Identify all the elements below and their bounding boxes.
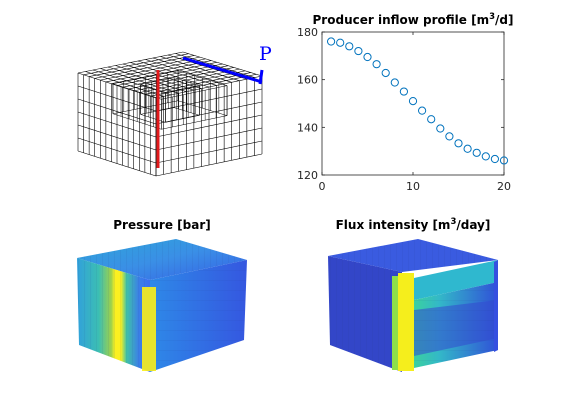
grid-line bbox=[182, 51, 263, 77]
y-tick-label: 120 bbox=[297, 169, 318, 182]
grid-line bbox=[144, 72, 251, 95]
y-tick-label: 140 bbox=[297, 121, 318, 134]
grid-line bbox=[155, 114, 263, 138]
grid-line bbox=[152, 57, 232, 83]
x-tick-label: 10 bbox=[406, 180, 420, 193]
flux-left-face-grid bbox=[328, 256, 402, 372]
grid-panel: P bbox=[77, 43, 272, 177]
inflow-point bbox=[481, 152, 490, 161]
inflow-point bbox=[445, 132, 454, 141]
producer-well bbox=[182, 56, 263, 84]
inflow-chart-panel: Producer inflow profile [m3/d] 0 10 20 120 1… bbox=[297, 12, 513, 193]
grid-line bbox=[155, 127, 263, 151]
inflow-point bbox=[499, 156, 509, 165]
inflow-point bbox=[336, 38, 345, 47]
inflow-point bbox=[463, 144, 472, 153]
flux-injector-glow bbox=[392, 276, 398, 370]
grid-line bbox=[140, 114, 166, 123]
grid-line bbox=[77, 85, 157, 112]
flux-cutaway-grid bbox=[414, 282, 498, 368]
grid-line bbox=[77, 111, 157, 138]
inflow-point bbox=[390, 78, 399, 87]
grid-line bbox=[133, 68, 240, 92]
inflow-point bbox=[436, 124, 445, 133]
inflow-point bbox=[427, 115, 436, 124]
pressure-peak-column bbox=[142, 287, 156, 371]
grid-line bbox=[155, 140, 263, 164]
grid-line bbox=[161, 115, 228, 130]
flux-top-face-grid bbox=[328, 239, 498, 272]
grid-line bbox=[77, 150, 157, 177]
inflow-series bbox=[327, 37, 509, 165]
grid-line bbox=[155, 101, 263, 125]
pressure-panel: Pressure [bar] bbox=[77, 218, 247, 372]
y-tick-label: 180 bbox=[297, 26, 318, 39]
pressure-top-face-grid bbox=[77, 239, 247, 280]
inflow-point bbox=[418, 106, 427, 115]
grid-line bbox=[112, 113, 162, 130]
inflow-axes-ticks: 0 10 20 120 140 160 180 bbox=[297, 26, 511, 193]
grid-line bbox=[77, 124, 157, 151]
inflow-plot-area bbox=[321, 31, 505, 176]
grid-line bbox=[160, 56, 240, 82]
flux-cutaway-top bbox=[414, 260, 498, 300]
inflow-point bbox=[354, 46, 363, 56]
inflow-point bbox=[399, 87, 408, 96]
inflow-point bbox=[381, 68, 390, 78]
inflow-point bbox=[490, 154, 499, 164]
inflow-point bbox=[408, 97, 418, 106]
grid-line bbox=[167, 54, 247, 80]
grid-line bbox=[177, 100, 228, 116]
grid-line bbox=[155, 153, 263, 177]
grid-line bbox=[174, 107, 200, 116]
pressure-title: Pressure [bar] bbox=[113, 218, 211, 232]
pressure-side-face-grid bbox=[150, 260, 247, 372]
grid-line bbox=[150, 73, 257, 97]
flux-injector-column bbox=[398, 273, 414, 371]
grid-line bbox=[77, 98, 157, 125]
x-tick-label: 0 bbox=[319, 180, 326, 193]
inflow-point bbox=[363, 52, 372, 62]
grid-line bbox=[175, 53, 255, 78]
grid-line bbox=[137, 60, 217, 86]
flux-panel: Flux intensity [m3/day] bbox=[328, 217, 498, 372]
inflow-point bbox=[327, 37, 336, 46]
inflow-chart-title: Producer inflow profile [m3/d] bbox=[313, 12, 514, 27]
producer-well-label: P bbox=[259, 43, 272, 65]
grid-line bbox=[145, 59, 225, 85]
inflow-point bbox=[454, 139, 463, 148]
x-tick-label: 20 bbox=[497, 180, 511, 193]
grid-line bbox=[77, 137, 157, 164]
grid-line bbox=[122, 65, 229, 88]
flux-side-frame bbox=[494, 260, 498, 352]
inflow-point bbox=[345, 42, 354, 51]
inflow-point bbox=[372, 60, 381, 69]
pressure-front-face-grid bbox=[77, 258, 150, 372]
inflow-point bbox=[472, 148, 481, 157]
reservoir-grid-mesh bbox=[77, 51, 263, 177]
flux-title: Flux intensity [m3/day] bbox=[336, 217, 491, 232]
producer-well-stub bbox=[258, 69, 264, 85]
grid-line bbox=[165, 115, 200, 123]
grid-line bbox=[155, 88, 263, 112]
grid-line bbox=[112, 100, 179, 115]
y-tick-label: 160 bbox=[297, 74, 318, 87]
